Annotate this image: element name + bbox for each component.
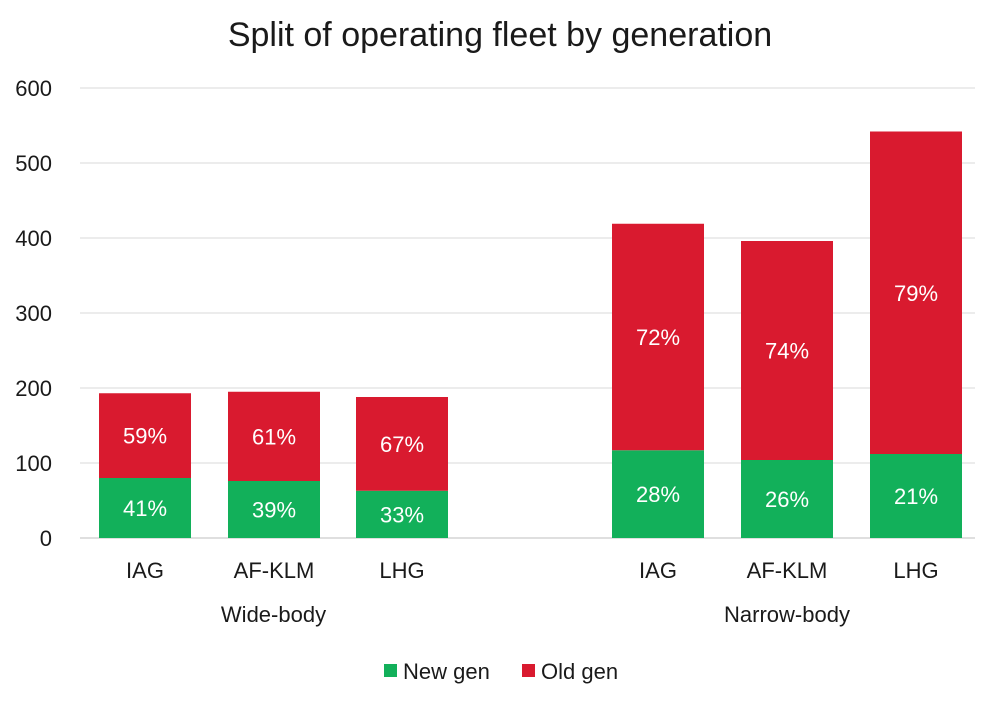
y-tick-label: 600 bbox=[15, 76, 52, 101]
data-label-old-gen: 61% bbox=[252, 424, 296, 449]
axis-labels: IAG AF-KLM LHG Wide-body IAG AF-KLM LHG Narrow-… bbox=[126, 558, 939, 627]
bars: 41% 59% 39% 61% 33% 67% 28% 72% 26% 74% 21% 79% bbox=[99, 131, 962, 538]
data-label-old-gen: 59% bbox=[123, 424, 167, 449]
bar-new-gen bbox=[612, 450, 704, 538]
chart-title: Split of operating fleet by generation bbox=[228, 16, 772, 54]
x-category-label: LHG bbox=[893, 558, 938, 583]
y-axis-ticks: 0 100 200 300 400 500 600 bbox=[15, 76, 52, 551]
y-tick-label: 400 bbox=[15, 226, 52, 251]
bar-old-gen bbox=[870, 131, 962, 454]
data-label-new-gen: 26% bbox=[765, 487, 809, 512]
data-label-new-gen: 21% bbox=[894, 484, 938, 509]
x-group-label: Narrow-body bbox=[724, 602, 850, 627]
legend-swatch bbox=[384, 664, 397, 677]
y-tick-label: 200 bbox=[15, 376, 52, 401]
legend: New gen Old gen bbox=[384, 659, 618, 684]
y-tick-label: 100 bbox=[15, 451, 52, 476]
legend-label: New gen bbox=[403, 659, 490, 684]
y-tick-label: 0 bbox=[40, 526, 52, 551]
bar-old-gen bbox=[612, 223, 704, 451]
data-label-new-gen: 41% bbox=[123, 496, 167, 521]
data-label-new-gen: 39% bbox=[252, 498, 296, 523]
bar-new-gen bbox=[870, 454, 962, 538]
data-label-old-gen: 74% bbox=[765, 339, 809, 364]
x-category-label: LHG bbox=[379, 558, 424, 583]
x-category-label: IAG bbox=[639, 558, 677, 583]
gridlines bbox=[80, 87, 975, 539]
bar-old-gen bbox=[228, 391, 320, 481]
bar-new-gen bbox=[99, 478, 191, 538]
y-tick-label: 500 bbox=[15, 151, 52, 176]
x-category-label: IAG bbox=[126, 558, 164, 583]
bar-old-gen bbox=[356, 397, 448, 491]
data-label-new-gen: 28% bbox=[636, 482, 680, 507]
bar-old-gen bbox=[741, 241, 833, 460]
data-label-old-gen: 79% bbox=[894, 281, 938, 306]
data-label-new-gen: 33% bbox=[380, 502, 424, 527]
x-group-label: Wide-body bbox=[221, 602, 326, 627]
bar-old-gen bbox=[99, 393, 191, 478]
legend-label: Old gen bbox=[541, 659, 618, 684]
bar-new-gen bbox=[356, 490, 448, 538]
x-category-label: AF-KLM bbox=[234, 558, 315, 583]
bar-new-gen bbox=[741, 460, 833, 538]
bar-new-gen bbox=[228, 481, 320, 538]
y-tick-label: 300 bbox=[15, 301, 52, 326]
data-label-old-gen: 67% bbox=[380, 432, 424, 457]
legend-swatch bbox=[522, 664, 535, 677]
data-label-old-gen: 72% bbox=[636, 325, 680, 350]
x-category-label: AF-KLM bbox=[747, 558, 828, 583]
